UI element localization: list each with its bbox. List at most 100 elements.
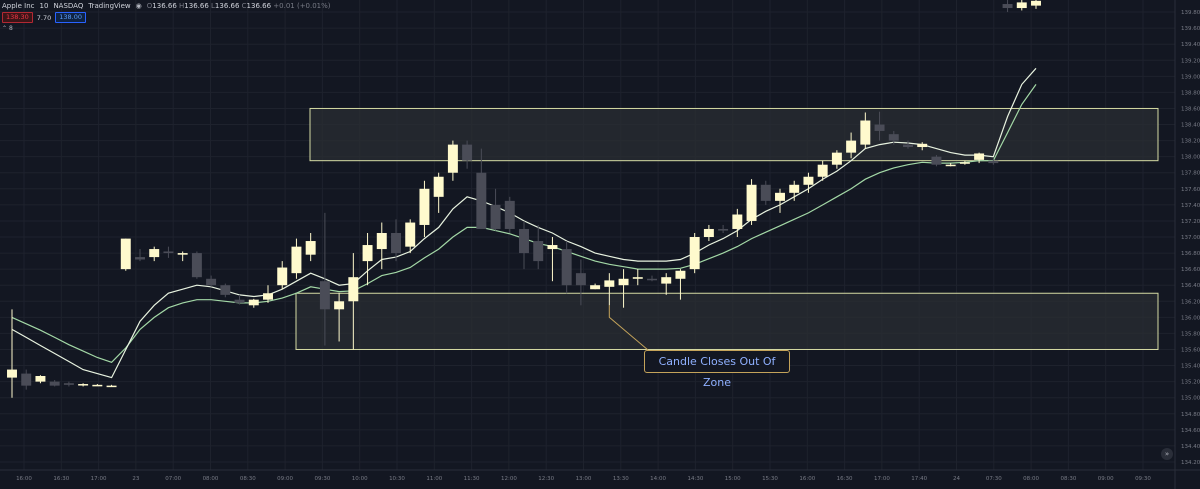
buy-button[interactable]: 138.00 [55, 12, 86, 23]
candle [661, 273, 672, 295]
price-tick-label: 135.20 [1181, 380, 1200, 386]
candle-body [1002, 4, 1013, 9]
candle-body [718, 228, 729, 231]
candle-body [334, 301, 345, 310]
candle-body [817, 164, 828, 177]
market-status-icon: ◉ [135, 2, 142, 10]
candle-body [376, 232, 387, 250]
candle-body [206, 278, 217, 286]
candle-body [63, 383, 74, 385]
price-tick-label: 139.40 [1181, 42, 1200, 48]
candle [917, 142, 928, 151]
candle-body [874, 124, 885, 131]
candle-body [689, 237, 700, 270]
symbol-name: Apple Inc [2, 2, 35, 10]
candle [789, 180, 800, 201]
candle-body [860, 120, 871, 145]
candle-body [661, 277, 672, 284]
price-axis[interactable]: 139.80 139.60 139.40 139.20 139.00 138.80 138.… [1174, 0, 1200, 489]
candle [575, 259, 586, 306]
candle [675, 269, 686, 300]
candle [120, 238, 131, 271]
time-tick-label: 08:00 [203, 476, 219, 482]
candle-body [234, 299, 245, 303]
indicator-count: 8 [8, 25, 13, 32]
time-tick-label: 24 [953, 476, 960, 482]
time-tick-label: 08:30 [240, 476, 256, 482]
candle-body [319, 281, 330, 310]
price-tick-label: 136.60 [1181, 267, 1200, 273]
time-axis[interactable]: 16:00 16:30 17:00 23 07:00 08:00 08:30 09:00 09:… [0, 469, 1200, 482]
candle-body [263, 293, 273, 300]
time-tick-label: 16:30 [837, 476, 853, 482]
price-tick-label: 134.60 [1181, 428, 1200, 434]
time-tick-label: 08:00 [1023, 476, 1039, 482]
candle [888, 130, 899, 145]
time-tick-label: 16:30 [53, 476, 69, 482]
indicators-toggle[interactable]: ⌃ 8 [2, 25, 13, 32]
candle [1002, 0, 1013, 13]
candle [846, 132, 857, 159]
annotation-label[interactable]: Candle Closes Out Of Zone [644, 350, 790, 389]
price-tick-label: 136.40 [1181, 283, 1200, 289]
candle [775, 188, 785, 213]
symbol-legend[interactable]: Apple Inc 10 NASDAQ TradingView ◉ O136.6… [2, 1, 331, 12]
candle-body [945, 164, 956, 167]
time-tick-label: 17:00 [91, 476, 107, 482]
price-tick-label: 139.20 [1181, 58, 1200, 64]
candle-body [575, 273, 586, 286]
candle-body [78, 384, 89, 386]
candle [163, 246, 174, 258]
candle-body [291, 246, 302, 274]
time-tick-label: 10:30 [389, 476, 405, 482]
candle [234, 294, 245, 305]
sell-button[interactable]: 138.30 [2, 12, 33, 23]
time-tick-label: 14:00 [650, 476, 666, 482]
price-tick-label: 137.20 [1181, 219, 1200, 225]
candle-body [462, 144, 473, 161]
price-tick-label: 135.60 [1181, 347, 1200, 353]
price-tick-label: 136.80 [1181, 251, 1200, 257]
scroll-to-realtime-icon[interactable]: » [1161, 448, 1173, 460]
time-tick-label: 09:00 [277, 476, 293, 482]
price-tick-label: 136.20 [1181, 299, 1200, 305]
trade-buttons: 138.30 7.70 138.00 [2, 12, 86, 23]
candle-body [846, 140, 857, 153]
price-tick-label: 137.80 [1181, 171, 1200, 177]
candle [476, 148, 487, 229]
candle [376, 222, 387, 270]
candle-body [447, 144, 458, 173]
candle-body [917, 143, 928, 148]
candle [35, 375, 46, 384]
candle-body [21, 373, 32, 386]
candle-body [476, 172, 487, 229]
candle-body [1016, 2, 1027, 9]
candle [490, 188, 501, 231]
candle-body [220, 285, 231, 295]
candle [433, 172, 444, 213]
price-tick-label: 137.60 [1181, 187, 1200, 193]
candle [1016, 0, 1027, 11]
candle [874, 111, 885, 141]
time-tick-label: 08:30 [1060, 476, 1076, 482]
candle-body [35, 376, 46, 382]
price-tick-label: 134.40 [1181, 444, 1200, 450]
time-tick-label: 12:00 [501, 476, 517, 482]
time-tick-label: 12:30 [538, 476, 554, 482]
candle-body [106, 385, 117, 388]
candle-body [988, 160, 999, 164]
candle [419, 180, 430, 238]
candle [959, 160, 970, 165]
candle-body [362, 245, 373, 262]
candle [689, 232, 700, 274]
time-tick-label: 09:00 [1098, 476, 1114, 482]
source: TradingView [88, 2, 131, 10]
zone-upper [309, 107, 1159, 162]
candle-body [547, 245, 558, 250]
exchange: NASDAQ [53, 2, 84, 10]
zone-lower [295, 292, 1159, 350]
candle [206, 275, 217, 287]
candle [632, 269, 643, 286]
candle-body [803, 176, 814, 185]
